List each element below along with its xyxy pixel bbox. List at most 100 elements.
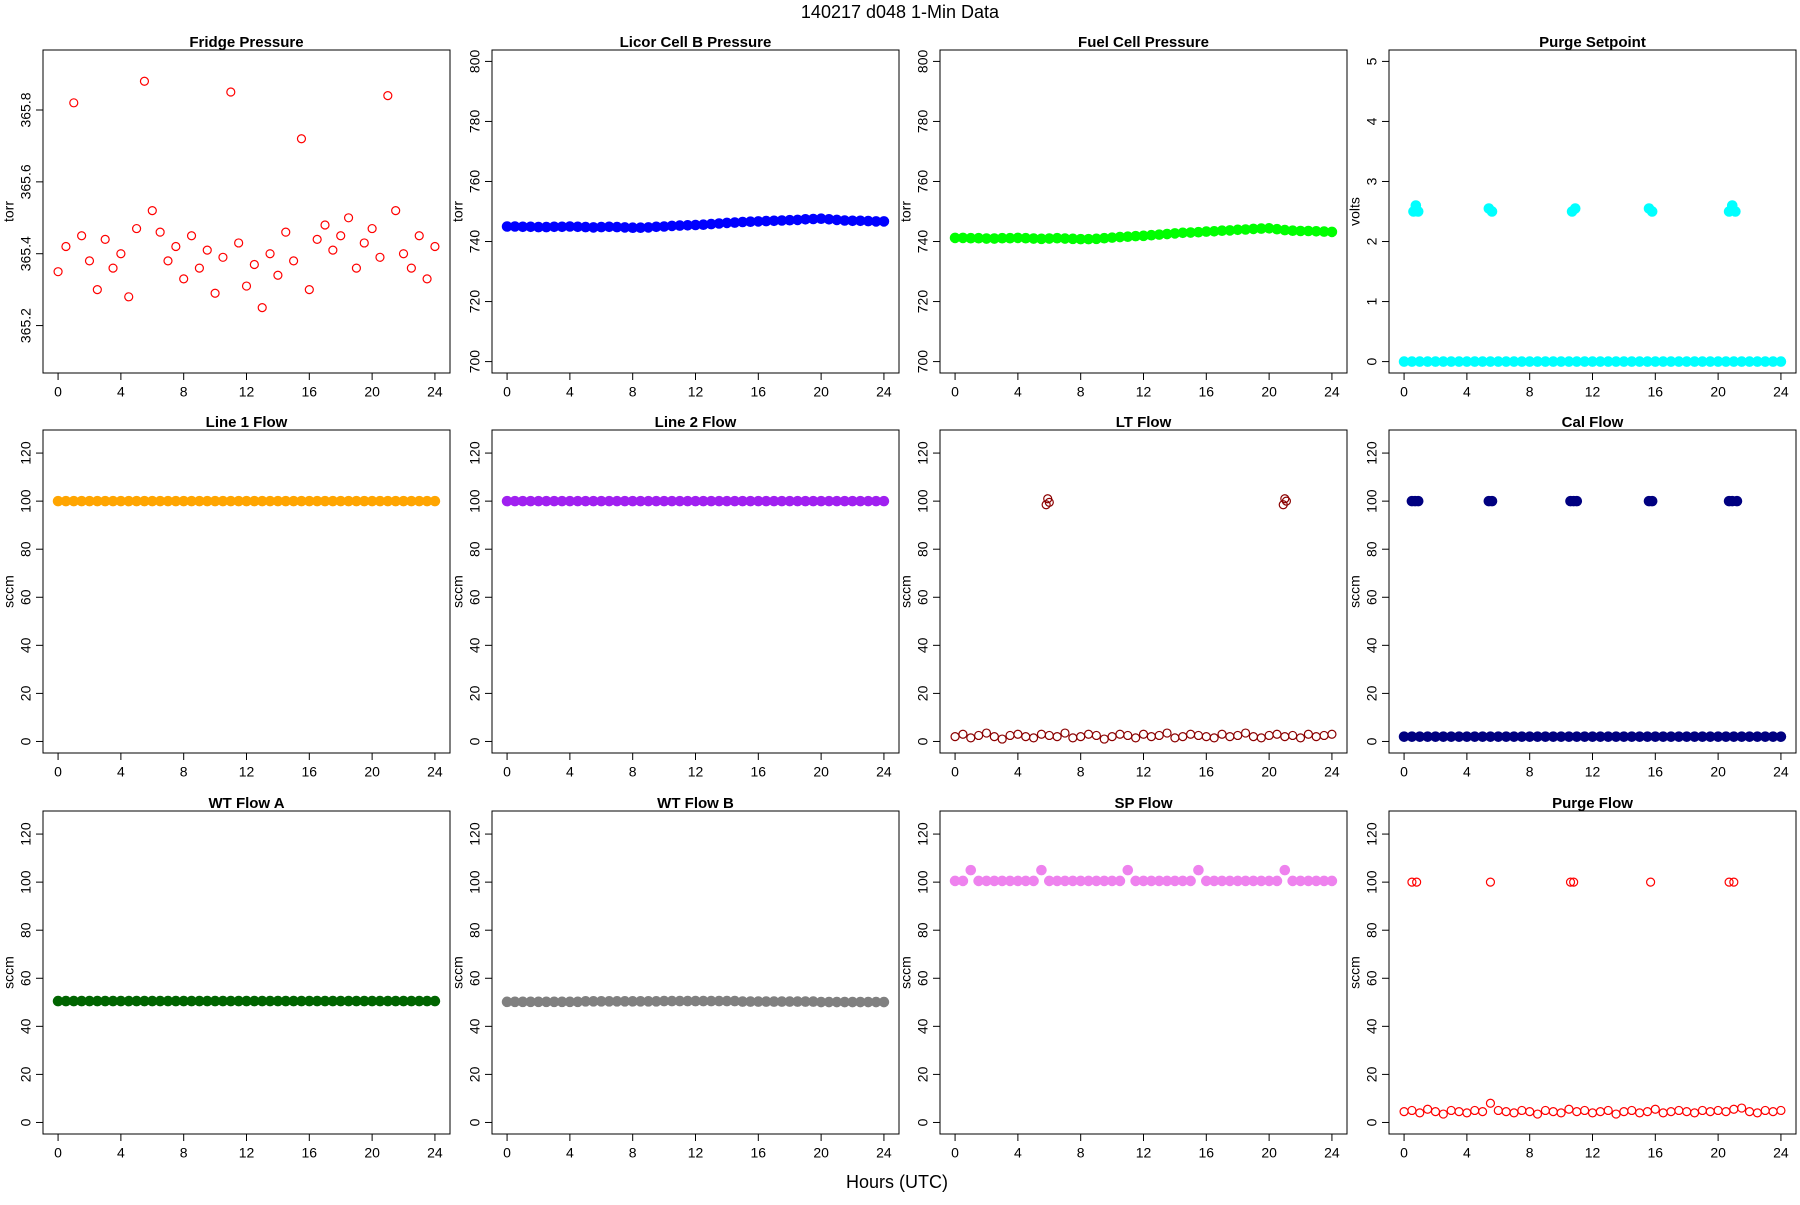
data-point (1569, 877, 1579, 887)
x-tick-label: 0 (951, 384, 959, 400)
x-tick-label: 4 (566, 764, 574, 780)
x-tick-label: 8 (180, 384, 188, 400)
y-tick-label: 40 (915, 637, 931, 653)
y-tick-label: 60 (915, 970, 931, 986)
data-point (1454, 1107, 1464, 1117)
x-tick-label: 12 (239, 1145, 255, 1161)
panel: Line 1 Flow 0 4 8 12 16 20 24 0 20 40 60 80 100 120 scc… (1, 414, 451, 780)
x-tick-label: 0 (54, 764, 62, 780)
data-point (265, 249, 275, 259)
y-axis-label: torr (1, 201, 17, 222)
y-tick-label: 740 (915, 230, 931, 254)
data-point (1486, 495, 1498, 507)
data-point (878, 216, 890, 227)
data-point (1646, 495, 1658, 507)
x-tick-label: 8 (629, 1145, 637, 1161)
y-tick-label: 0 (467, 737, 483, 745)
data-point (139, 76, 150, 86)
x-tick-label: 12 (239, 764, 255, 780)
data-point (1240, 728, 1251, 738)
data-point (1697, 1105, 1708, 1116)
y-tick-label: 120 (467, 441, 483, 465)
data-point (1412, 206, 1424, 217)
y-axis-label: sccm (1, 575, 17, 608)
data-point (1775, 731, 1787, 742)
x-tick-label: 16 (1199, 384, 1215, 400)
data-point (1548, 1107, 1558, 1117)
y-tick-label: 20 (1364, 1066, 1380, 1082)
y-tick-label: 20 (467, 685, 483, 701)
data-point (1627, 1105, 1637, 1116)
x-tick-label: 16 (1648, 764, 1664, 780)
y-tick-label: 80 (467, 541, 483, 557)
x-tick-label: 16 (751, 764, 767, 780)
data-point (878, 495, 890, 507)
x-tick-label: 24 (427, 384, 443, 400)
data-point (210, 288, 220, 298)
x-tick-label: 24 (1324, 764, 1340, 780)
x-tick-label: 0 (54, 384, 62, 400)
x-tick-label: 12 (1585, 764, 1601, 780)
y-tick-label: 780 (467, 110, 483, 134)
y-tick-label: 100 (18, 489, 34, 513)
data-point (1540, 1105, 1550, 1116)
data-point (100, 234, 110, 244)
y-tick-label: 60 (467, 589, 483, 605)
data-point (1060, 728, 1070, 738)
plot-frame (1388, 429, 1797, 754)
y-axis-label: volts (1347, 197, 1363, 226)
y-tick-label: 120 (1364, 822, 1380, 846)
panel-title: Line 2 Flow (655, 414, 737, 431)
data-point (1705, 1107, 1715, 1117)
y-axis-label: torr (450, 201, 466, 222)
data-point (1462, 1108, 1472, 1118)
x-tick-label: 20 (813, 1145, 829, 1161)
data-point (1225, 732, 1235, 742)
y-tick-label: 3 (1364, 177, 1380, 185)
y-tick-label: 100 (18, 870, 34, 894)
data-point (981, 728, 992, 738)
data-point (1721, 1107, 1731, 1117)
x-tick-label: 4 (117, 1145, 125, 1161)
data-point (1412, 495, 1424, 507)
data-point (1193, 864, 1204, 876)
data-point (1572, 1107, 1582, 1117)
data-point (1138, 729, 1149, 739)
y-axis-label: torr (898, 201, 914, 222)
data-point (1288, 730, 1298, 741)
y-tick-label: 40 (18, 1018, 34, 1034)
data-point (186, 231, 197, 241)
data-point (1185, 875, 1196, 887)
data-point (1666, 1107, 1676, 1117)
panel-title: Line 1 Flow (206, 414, 288, 431)
data-point (1587, 1108, 1598, 1118)
data-point (1209, 733, 1219, 743)
x-tick-label: 4 (1463, 764, 1471, 780)
y-axis-label: sccm (1347, 956, 1363, 989)
y-axis-label: sccm (1347, 575, 1363, 608)
figure-title: 140217 d048 1-Min Data (801, 2, 1000, 22)
data-point (1162, 728, 1172, 738)
data-point (989, 732, 999, 742)
data-point (116, 249, 126, 259)
data-point (218, 252, 228, 262)
x-tick-label: 0 (951, 1145, 959, 1161)
x-tick-label: 0 (503, 1145, 511, 1161)
data-point (1724, 877, 1734, 887)
y-tick-label: 720 (467, 290, 483, 314)
plot-frame (1388, 49, 1797, 374)
x-tick-label: 0 (1400, 384, 1408, 400)
data-point (950, 732, 960, 742)
data-point (226, 87, 236, 97)
y-tick-label: 20 (18, 1066, 34, 1082)
data-point (1646, 206, 1658, 217)
y-tick-label: 80 (1364, 922, 1380, 938)
y-tick-label: 100 (467, 489, 483, 513)
data-point (1674, 1105, 1684, 1116)
x-tick-label: 24 (876, 1145, 892, 1161)
y-tick-label: 700 (467, 350, 483, 374)
y-tick-label: 0 (915, 1118, 931, 1126)
data-point (1083, 729, 1094, 739)
y-tick-label: 100 (1364, 870, 1380, 894)
y-tick-label: 760 (467, 170, 483, 194)
